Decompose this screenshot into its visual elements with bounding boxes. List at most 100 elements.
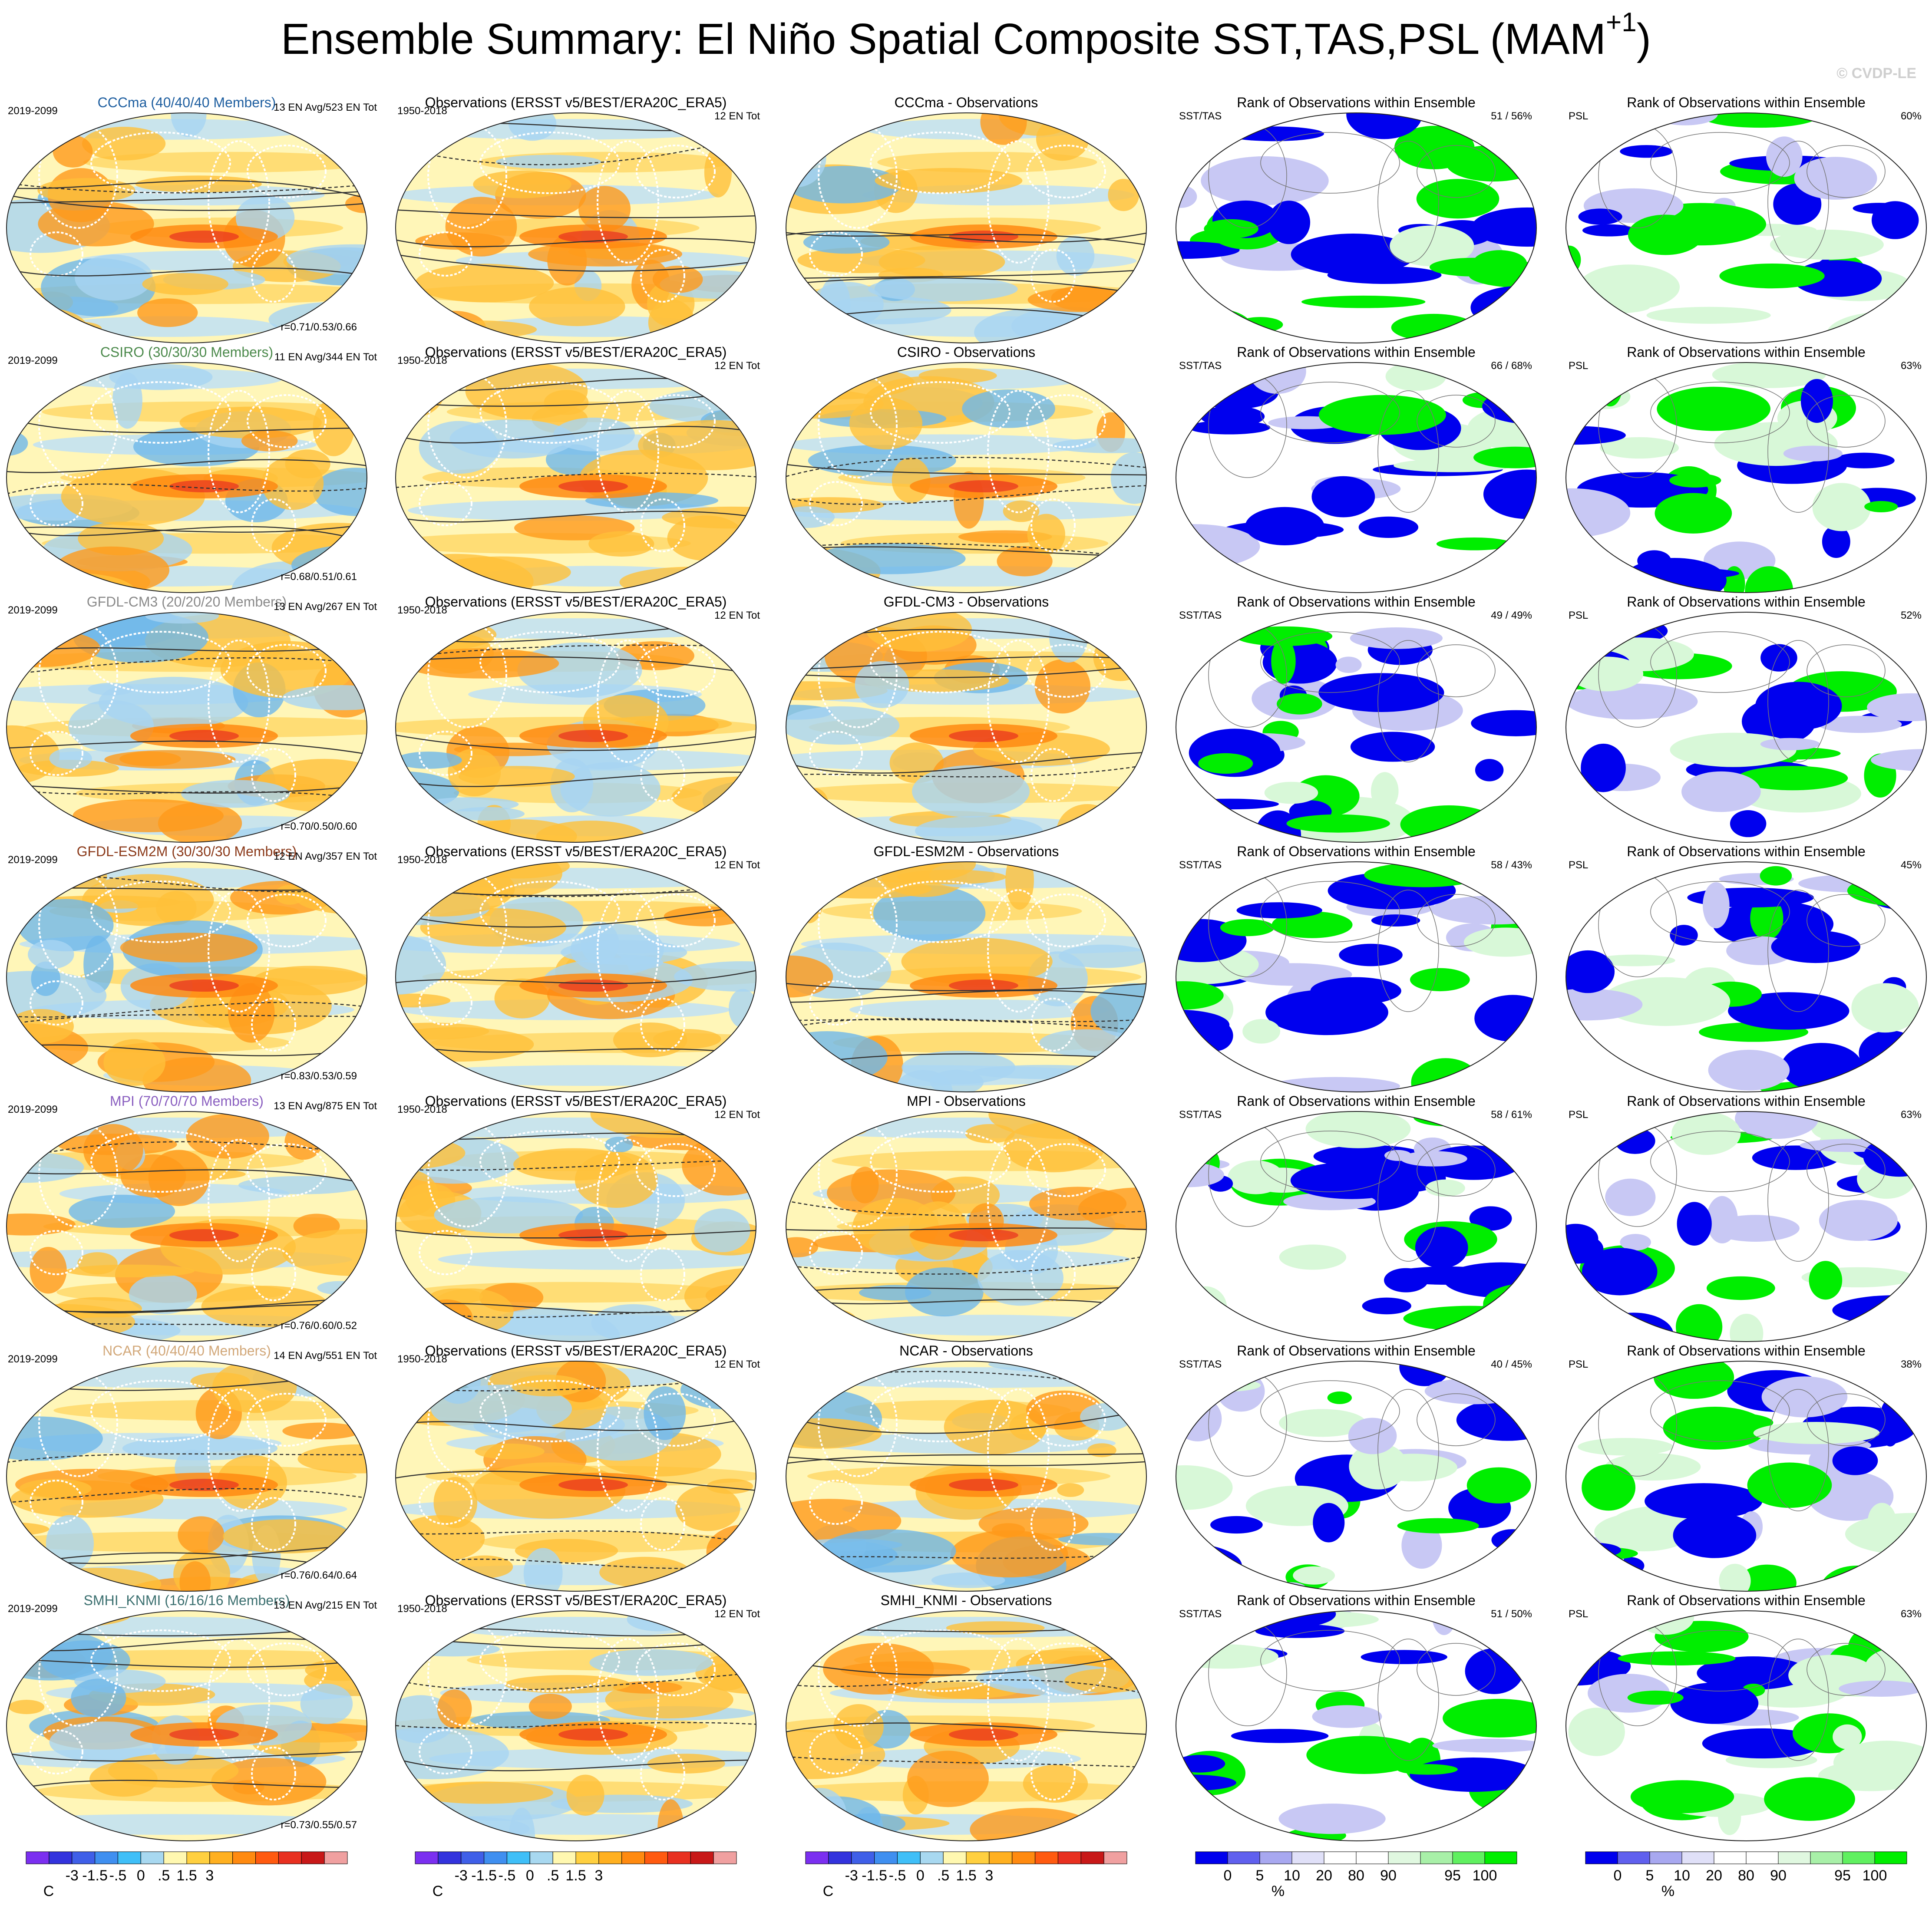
rank-psl-label: PSL: [1569, 1359, 1589, 1370]
obs-event-count: 12 EN Tot: [714, 1109, 760, 1121]
colorbar-tick-label: 95: [1444, 1867, 1461, 1884]
colorbar-swatch: [1649, 1851, 1682, 1864]
map-border: [1565, 362, 1927, 593]
sst-rank-map: [1176, 1111, 1536, 1342]
colorbar-swatch: [1452, 1851, 1485, 1864]
colorbar-tick-label: -1.5: [862, 1867, 887, 1884]
colorbar-unit: C: [822, 1883, 834, 1899]
difference-temperature-map: [786, 612, 1146, 842]
colorbar-tick-label: 1.5: [956, 1867, 977, 1884]
map-border: [1565, 112, 1927, 343]
rank-psl-percent: 63%: [1900, 1608, 1922, 1620]
obs-event-count: 12 EN Tot: [714, 1608, 760, 1620]
rank-psl-label: PSL: [1569, 1608, 1589, 1620]
difference-panel-title: SMHI_KNMI - Observations: [880, 1593, 1052, 1608]
colorbar-swatch: [1012, 1851, 1036, 1864]
rank-psl-panel-title: Rank of Observations within Ensemble: [1627, 1093, 1866, 1109]
rank-sst-panel-title: Rank of Observations within Ensemble: [1237, 344, 1476, 360]
colorbar-tick-label: 5: [1255, 1867, 1264, 1884]
colorbar-tick-label: 90: [1380, 1867, 1397, 1884]
colorbar-swatch: [1420, 1851, 1453, 1864]
difference-temperature-map: [786, 1361, 1146, 1591]
colorbar-swatch: [851, 1851, 875, 1864]
colorbar-swatch: [117, 1851, 141, 1864]
rank-psl-label: PSL: [1569, 1109, 1589, 1121]
colorbar-unit: C: [43, 1883, 54, 1899]
colorbar-swatch: [232, 1851, 256, 1864]
psl-rank-map: [1566, 1611, 1926, 1841]
model-panel-title: MPI (70/70/70 Members): [110, 1093, 264, 1109]
map-border: [6, 1111, 367, 1342]
difference-temperature-map: [786, 862, 1146, 1092]
colorbar-swatch: [255, 1851, 279, 1864]
colorbar-swatch: [1874, 1851, 1907, 1864]
model-temperature-map: [7, 612, 367, 842]
model-event-count: 13 EN Avg/267 EN Tot: [274, 601, 377, 613]
colorbar-swatch: [1356, 1851, 1389, 1864]
obs-panel-title: Observations (ERSST v5/BEST/ERA20C_ERA5): [425, 1093, 727, 1109]
obs-temperature-map: [396, 1611, 756, 1841]
colorbar-tick-label: 80: [1738, 1867, 1754, 1884]
obs-event-count: 12 EN Tot: [714, 360, 760, 372]
colorbar-tick-label: 3: [594, 1867, 603, 1884]
colorbar-swatch: [438, 1851, 462, 1864]
rank-sst-label: SST/TAS: [1179, 1608, 1222, 1620]
model-temperature-map: [7, 363, 367, 593]
colorbar-swatch: [644, 1851, 668, 1864]
rank-sst-label: SST/TAS: [1179, 110, 1222, 122]
colorbar-tick-label: 20: [1316, 1867, 1332, 1884]
sst-rank-map: [1176, 1361, 1536, 1591]
rank-sst-label: SST/TAS: [1179, 360, 1222, 372]
colorbar-tick-label: 80: [1348, 1867, 1364, 1884]
colorbar-swatch: [943, 1851, 967, 1864]
obs-period: 1950-2018: [397, 355, 447, 366]
model-event-count: 11 EN Avg/344 EN Tot: [274, 351, 377, 363]
map-border: [1565, 1111, 1927, 1342]
colorbar-swatch: [667, 1851, 691, 1864]
colorbar-tick-label: 10: [1284, 1867, 1300, 1884]
colorbar-tick-label: .5: [157, 1867, 170, 1884]
difference-panel-title: CCCma - Observations: [894, 95, 1038, 110]
colorbar-tick-label: 1.5: [176, 1867, 197, 1884]
colorbar-swatch: [1291, 1851, 1324, 1864]
colorbar-tick-label: .5: [937, 1867, 950, 1884]
obs-event-count: 12 EN Tot: [714, 610, 760, 621]
colorbar-tick-label: 0: [1223, 1867, 1232, 1884]
model-period: 2019-2099: [8, 604, 58, 616]
colorbar-swatch: [140, 1851, 164, 1864]
model-event-count: 13 EN Avg/875 EN Tot: [274, 1100, 377, 1112]
sst-rank-map: [1176, 612, 1536, 842]
colorbar-swatch: [506, 1851, 530, 1864]
pattern-correlation: r=0.71/0.53/0.66: [281, 321, 357, 333]
rank-sst-panel-title: Rank of Observations within Ensemble: [1237, 844, 1476, 859]
colorbar-swatch: [1617, 1851, 1650, 1864]
model-period: 2019-2099: [8, 1104, 58, 1115]
colorbar-swatch: [966, 1851, 990, 1864]
map-border: [786, 1361, 1147, 1592]
colorbar-swatch: [324, 1851, 348, 1864]
obs-period: 1950-2018: [397, 604, 447, 616]
colorbar-swatch: [920, 1851, 944, 1864]
map-border: [6, 112, 367, 343]
obs-period: 1950-2018: [397, 854, 447, 866]
colorbar-tick-label: -.5: [888, 1867, 906, 1884]
rank-psl-percent: 63%: [1900, 1109, 1922, 1121]
rank-sst-panel-title: Rank of Observations within Ensemble: [1237, 594, 1476, 610]
rank-sst-percent: 66 / 68%: [1491, 360, 1532, 372]
copyright-watermark: © CVDP-LE: [1836, 65, 1916, 82]
map-border: [6, 861, 367, 1092]
obs-period: 1950-2018: [397, 105, 447, 117]
colorbar-swatch: [1259, 1851, 1292, 1864]
colorbar-swatch: [49, 1851, 73, 1864]
colorbar-tick-label: 90: [1770, 1867, 1787, 1884]
colorbar-swatch: [1195, 1851, 1228, 1864]
rank-sst-label: SST/TAS: [1179, 1359, 1222, 1370]
obs-temperature-map: [396, 1361, 756, 1591]
temp-colorbar-1: [415, 1851, 737, 1864]
obs-period: 1950-2018: [397, 1104, 447, 1115]
map-border: [6, 362, 367, 593]
rank-psl-percent: 45%: [1900, 859, 1922, 871]
rank-psl-panel-title: Rank of Observations within Ensemble: [1627, 95, 1866, 110]
obs-panel-title: Observations (ERSST v5/BEST/ERA20C_ERA5): [425, 1593, 727, 1608]
colorbar-unit: C: [432, 1883, 443, 1899]
